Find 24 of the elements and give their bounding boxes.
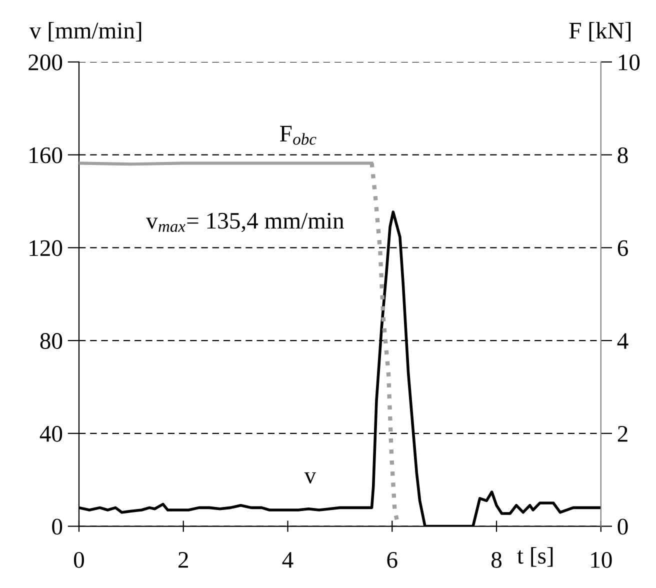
y-tick-label: 120 [30,240,62,256]
y2-tick-label: 2 [618,426,628,442]
x-axis-title: t [s] [517,547,553,567]
y-tick-label: 80 [40,333,62,349]
y2-axis-title: F [kN] [569,22,630,42]
annotation: v [304,472,316,484]
x-tick-label: 0 [74,552,84,568]
annotation: v$_{max}$= 135,4 mm/min [146,212,344,232]
y-tick-label: 200 [28,54,62,70]
x-tick-label: 6 [387,552,398,568]
x-tick-label: 8 [492,552,502,568]
y2-tick-label: 6 [618,240,628,256]
y2-tick-label: 0 [618,518,628,535]
y2-tick-label: 4 [617,333,628,349]
y-tick-label: 160 [30,147,62,164]
annotation: F$_{obc}$ [280,126,316,145]
y2-tick-label: 10 [618,54,640,70]
x-tick-label: 4 [282,552,294,568]
y-axis-title: v [mm/min] [29,22,142,42]
y-tick-label: 40 [40,426,62,442]
y-tick-label: 0 [52,518,62,535]
y2-tick-label: 8 [618,147,628,164]
x-tick-label: 10 [591,552,612,568]
x-tick-label: 2 [178,552,188,568]
